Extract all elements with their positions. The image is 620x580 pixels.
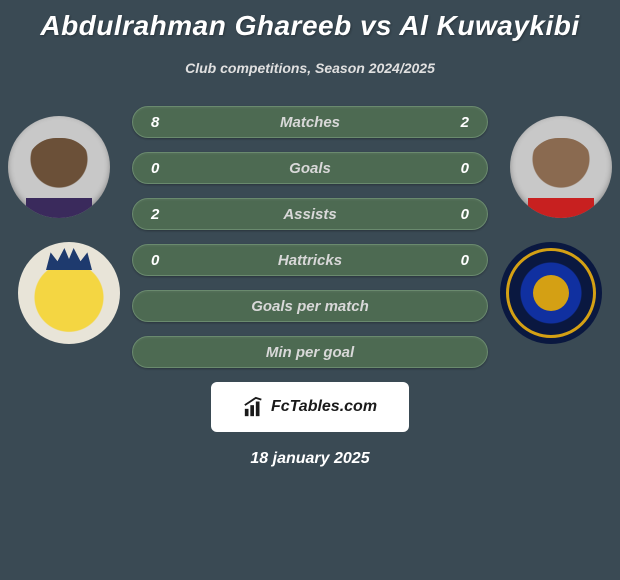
page-subtitle: Club competitions, Season 2024/2025 <box>0 60 620 76</box>
stat-row-goals: 0 Goals 0 <box>132 152 488 184</box>
stat-label: Assists <box>171 206 449 223</box>
stat-row-matches: 8 Matches 2 <box>132 106 488 138</box>
stat-right-value: 2 <box>449 114 469 131</box>
stat-left-value: 0 <box>151 160 171 177</box>
stat-label: Goals <box>171 160 449 177</box>
date-label: 18 january 2025 <box>0 450 620 468</box>
brand-text: FcTables.com <box>271 398 377 416</box>
stat-row-gpm: Goals per match <box>132 290 488 322</box>
stat-left-value: 0 <box>151 252 171 269</box>
player-left-avatar <box>8 116 110 218</box>
stat-left-value: 2 <box>151 206 171 223</box>
stat-label: Min per goal <box>266 344 354 361</box>
chart-icon <box>243 396 265 418</box>
stat-right-value: 0 <box>449 252 469 269</box>
stat-right-value: 0 <box>449 206 469 223</box>
club-crest-icon <box>506 248 596 338</box>
person-silhouette-icon <box>528 138 594 218</box>
page-title: Abdulrahman Ghareeb vs Al Kuwaykibi <box>0 0 620 42</box>
stat-row-assists: 2 Assists 0 <box>132 198 488 230</box>
stat-left-value: 8 <box>151 114 171 131</box>
comparison-panel: 8 Matches 2 0 Goals 0 2 Assists 0 0 Hatt… <box>0 106 620 468</box>
stat-label: Matches <box>171 114 449 131</box>
brand-badge: FcTables.com <box>211 382 409 432</box>
person-silhouette-icon <box>26 138 92 218</box>
stat-row-mpg: Min per goal <box>132 336 488 368</box>
stat-row-hattricks: 0 Hattricks 0 <box>132 244 488 276</box>
player-right-avatar <box>510 116 612 218</box>
stat-right-value: 0 <box>449 160 469 177</box>
club-left-badge <box>18 242 120 344</box>
ball-icon <box>533 275 569 311</box>
stat-label: Hattricks <box>171 252 449 269</box>
stat-label: Goals per match <box>251 298 369 315</box>
stats-list: 8 Matches 2 0 Goals 0 2 Assists 0 0 Hatt… <box>132 106 488 368</box>
club-right-badge <box>500 242 602 344</box>
